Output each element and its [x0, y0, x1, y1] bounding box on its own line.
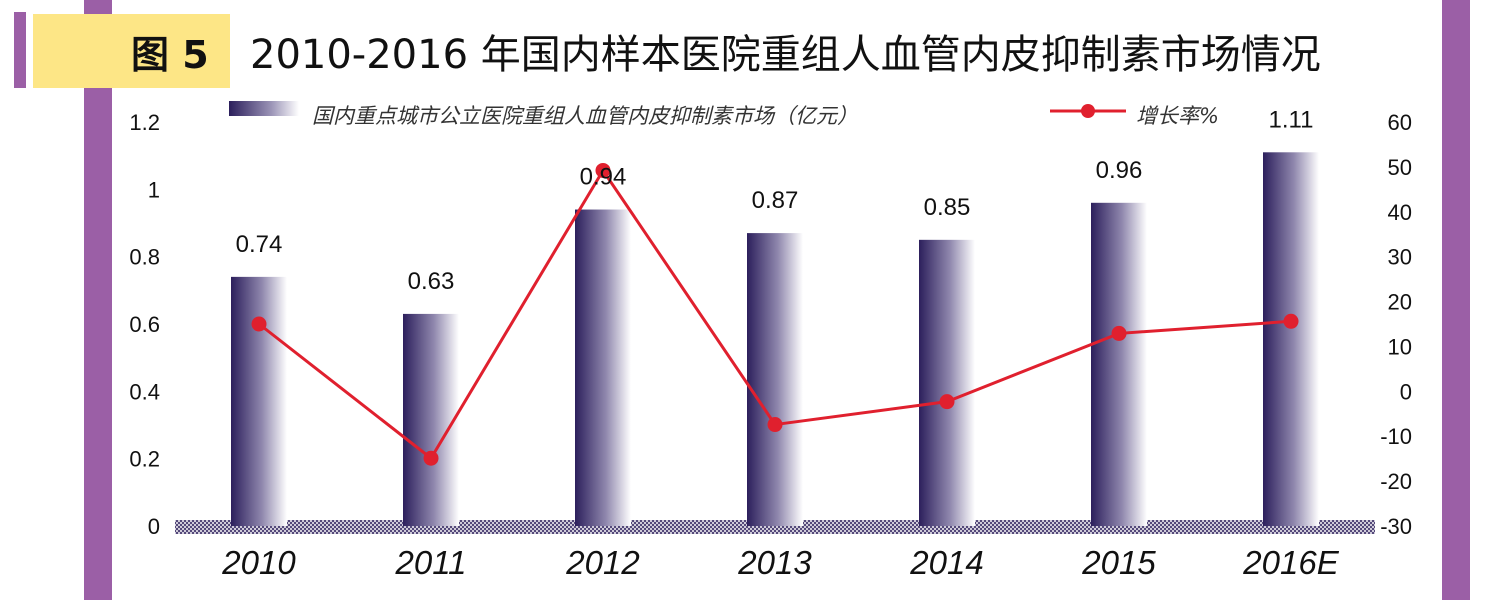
chart-floor — [175, 520, 1375, 534]
right-axis-tick: 60 — [1388, 110, 1412, 135]
bar-2016E — [1263, 152, 1319, 527]
x-axis-tick: 2011 — [395, 544, 467, 581]
legend-bar-swatch — [229, 101, 299, 116]
bar-value-label: 1.11 — [1269, 106, 1314, 133]
x-axis-tick: 2012 — [565, 544, 639, 581]
growth-point-2013 — [767, 417, 783, 433]
bar-value-label: 0.87 — [752, 187, 799, 214]
x-axis-tick: 2014 — [909, 544, 983, 581]
bar-2014 — [919, 239, 975, 527]
legend-line-label: 增长率% — [1136, 104, 1219, 128]
growth-point-2010 — [251, 316, 267, 332]
x-axis-tick: 2015 — [1081, 544, 1156, 581]
right-axis-tick: -10 — [1380, 424, 1412, 449]
x-axis-tick: 2010 — [221, 544, 296, 581]
figure-number-badge: 图 5 — [33, 14, 230, 88]
x-axis-tick: 2013 — [737, 544, 812, 581]
bar-2015 — [1091, 202, 1147, 527]
growth-point-2016E — [1283, 313, 1299, 329]
left-axis-tick: 1.2 — [129, 110, 160, 135]
growth-point-2015 — [1111, 325, 1127, 341]
bar-2013 — [747, 233, 803, 526]
growth-point-2014 — [939, 394, 955, 410]
x-axis-tick: 2016E — [1242, 544, 1339, 581]
legend-bar-label: 国内重点城市公立医院重组人血管内皮抑制素市场（亿元） — [312, 104, 858, 128]
left-axis-tick: 0.4 — [129, 379, 160, 404]
right-axis-tick: 50 — [1388, 155, 1412, 180]
right-axis-tick: -20 — [1380, 469, 1412, 494]
bar-value-label: 0.96 — [1096, 157, 1143, 184]
right-axis-tick: 10 — [1388, 334, 1412, 359]
bar-2011 — [403, 313, 459, 526]
left-axis-tick: 0.6 — [129, 312, 160, 337]
right-frame-bar — [1442, 0, 1470, 600]
legend-line-marker — [1081, 104, 1095, 118]
bar-2012 — [575, 209, 631, 527]
right-axis-tick: 20 — [1388, 290, 1412, 315]
left-axis-tick: 0.2 — [129, 447, 160, 472]
right-axis-tick: -30 — [1380, 514, 1412, 539]
figure-number: 图 5 — [131, 32, 209, 77]
bar-2010 — [231, 276, 287, 526]
left-axis-tick: 0.8 — [129, 245, 160, 270]
right-axis-tick: 0 — [1400, 379, 1412, 404]
bar-value-label: 0.85 — [924, 194, 971, 221]
bar-value-label: 0.74 — [236, 231, 283, 258]
title-accent-stripe — [14, 12, 26, 88]
growth-point-2012 — [595, 162, 611, 178]
right-axis-tick: 40 — [1388, 200, 1412, 225]
bar-value-label: 0.94 — [580, 164, 627, 191]
bar-value-label: 0.63 — [408, 268, 455, 295]
growth-point-2011 — [423, 450, 439, 466]
right-axis-tick: 30 — [1388, 245, 1412, 270]
left-frame-bar — [84, 0, 112, 600]
figure-title: 2010-2016 年国内样本医院重组人血管内皮抑制素市场情况 — [250, 32, 1321, 78]
left-axis-tick: 0 — [148, 514, 160, 539]
left-axis-tick: 1 — [148, 177, 160, 202]
